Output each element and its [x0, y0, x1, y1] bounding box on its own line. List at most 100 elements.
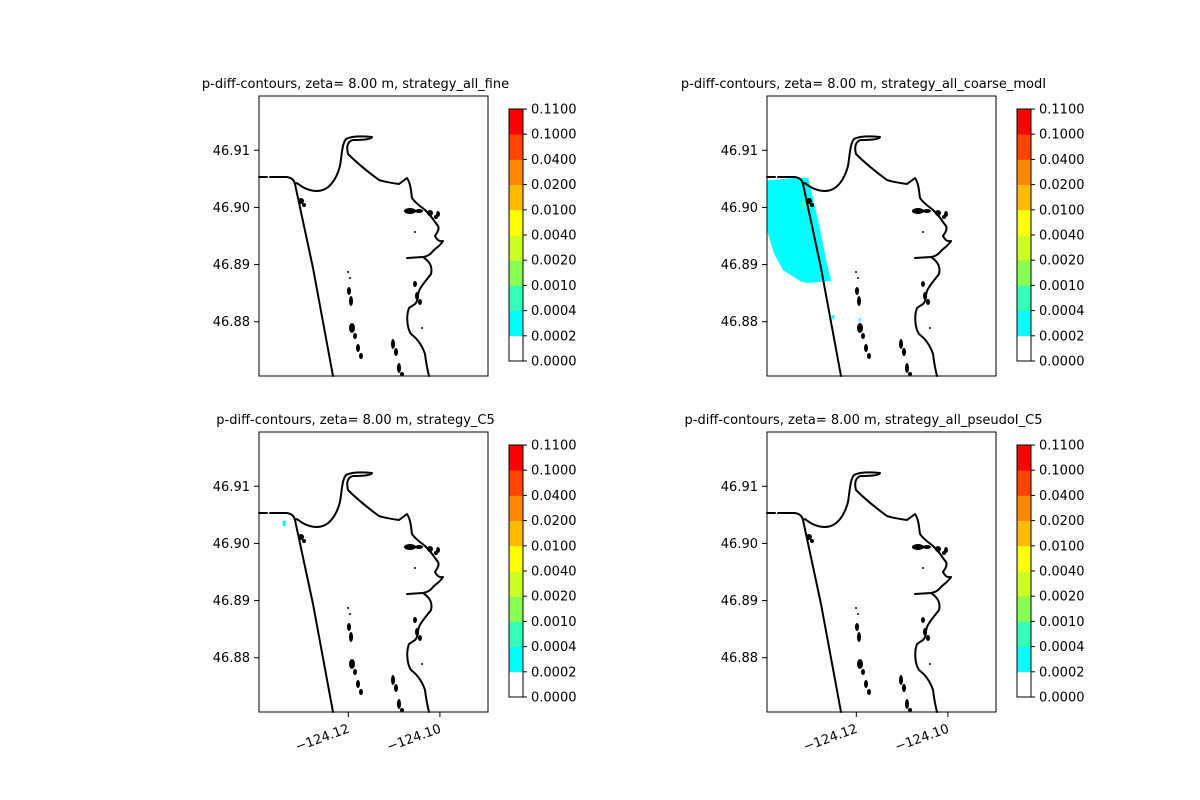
- colorbar-segment-1: [509, 671, 523, 698]
- island-9: [356, 344, 360, 352]
- colorbar-segment-9: [509, 470, 523, 496]
- island-9: [864, 680, 868, 688]
- island-14: [400, 708, 404, 712]
- island-20: [436, 547, 440, 553]
- coastline-segment-2: [294, 471, 444, 595]
- colorbar-tick-label: 0.0010: [1039, 279, 1085, 294]
- island-2: [302, 203, 306, 207]
- island-3: [347, 271, 349, 273]
- island-5: [347, 287, 351, 295]
- island-12: [902, 348, 906, 356]
- panel-title: p-diff-contours, zeta= 8.00 m, strategy_…: [681, 77, 1046, 92]
- contour-region-3: [831, 314, 835, 321]
- island-17: [923, 545, 931, 549]
- colorbar-segment-1: [1017, 671, 1031, 698]
- colorbar-tick-label: 0.0000: [1039, 355, 1085, 370]
- island-13: [397, 699, 401, 709]
- colorbar-segment-2: [509, 310, 523, 337]
- island-6: [349, 296, 353, 306]
- island-18: [427, 210, 433, 216]
- y-tick-label: 46.90: [721, 201, 758, 216]
- panel-2: p-diff-contours, zeta= 8.00 m, strategy_…: [681, 77, 1085, 377]
- colorbar-tick-label: 0.0200: [1039, 178, 1085, 193]
- island-7: [349, 659, 355, 669]
- island-17: [923, 209, 931, 213]
- colorbar-tick-label: 0.0010: [531, 279, 577, 294]
- coastline: [258, 135, 444, 377]
- colorbar-tick-label: 0.0100: [531, 203, 577, 218]
- colorbar-segment-10: [1017, 109, 1031, 135]
- colorbar-tick-label: 0.0040: [1039, 229, 1085, 244]
- colorbar-segment-10: [509, 445, 523, 471]
- contour-region-4: [858, 317, 861, 323]
- colorbar-segment-2: [1017, 310, 1031, 337]
- colorbar-tick-label: 0.0400: [531, 489, 577, 504]
- island-6: [857, 296, 861, 306]
- axes-background: [259, 96, 488, 376]
- colorbar-tick-label: 0.0200: [531, 514, 577, 529]
- coastline-segment-2: [294, 135, 444, 259]
- colorbar-segment-6: [1017, 545, 1031, 572]
- island-10: [359, 353, 363, 359]
- island-17: [415, 545, 423, 549]
- colorbar-segment-4: [1017, 596, 1031, 622]
- island-6: [857, 632, 861, 642]
- island-2: [302, 539, 306, 543]
- colorbar-segment-4: [1017, 260, 1031, 286]
- colorbar-segment-5: [1017, 571, 1031, 597]
- island-3: [855, 607, 857, 609]
- x-tick-label: −124.10: [893, 722, 951, 755]
- island-8: [353, 333, 357, 339]
- colorbar-tick-label: 0.1100: [531, 103, 577, 118]
- colorbar-segment-10: [1017, 445, 1031, 471]
- coastline-segment-2: [802, 135, 952, 259]
- axes-frame: [258, 95, 489, 377]
- x-tick-label: −124.10: [385, 722, 443, 755]
- y-tick-label: 46.89: [721, 594, 758, 609]
- coastline: [258, 471, 444, 713]
- island-1: [806, 534, 812, 540]
- colorbar-segment-7: [1017, 520, 1031, 547]
- colorbar-tick-label: 0.0020: [531, 590, 577, 605]
- island-5: [855, 287, 859, 295]
- y-tick-label: 46.89: [213, 594, 250, 609]
- colorbar-tick-label: 0.0004: [1039, 640, 1085, 655]
- colorbar-tick-label: 0.0002: [531, 665, 577, 680]
- island-8: [353, 669, 357, 675]
- colorbar-segment-7: [509, 520, 523, 547]
- island-16: [404, 544, 416, 550]
- colorbar-segment-4: [509, 260, 523, 286]
- island-4: [349, 613, 351, 615]
- colorbar-segment-9: [1017, 470, 1031, 496]
- panel-title: p-diff-contours, zeta= 8.00 m, strategy_…: [202, 77, 509, 92]
- island-18: [935, 210, 941, 216]
- colorbar-tick-label: 0.0400: [1039, 489, 1085, 504]
- island-21: [415, 628, 419, 636]
- island-9: [864, 344, 868, 352]
- island-9: [356, 680, 360, 688]
- colorbar-segment-3: [1017, 285, 1031, 311]
- coastline: [766, 471, 952, 713]
- colorbar-tick-label: 0.0002: [531, 329, 577, 344]
- island-5: [347, 623, 351, 631]
- colorbar-segment-2: [509, 646, 523, 673]
- colorbar-segment-9: [1017, 134, 1031, 160]
- island-7: [349, 323, 355, 333]
- colorbar-segment-3: [509, 285, 523, 311]
- island-20: [944, 211, 948, 217]
- axes-background: [767, 432, 996, 712]
- island-4: [349, 277, 351, 279]
- colorbar-segment-1: [1017, 335, 1031, 362]
- island-10: [867, 353, 871, 359]
- colorbar-segment-5: [509, 235, 523, 261]
- island-22: [418, 635, 422, 641]
- colorbar-tick-label: 0.0004: [531, 640, 577, 655]
- colorbar-tick-label: 0.0020: [1039, 590, 1085, 605]
- island-1: [298, 198, 304, 204]
- island-16: [912, 208, 924, 214]
- colorbar-segment-1: [509, 335, 523, 362]
- colorbar-segment-8: [1017, 495, 1031, 521]
- colorbar-tick-label: 0.0004: [1039, 304, 1085, 319]
- island-22: [926, 299, 930, 305]
- panel-1: p-diff-contours, zeta= 8.00 m, strategy_…: [202, 77, 577, 377]
